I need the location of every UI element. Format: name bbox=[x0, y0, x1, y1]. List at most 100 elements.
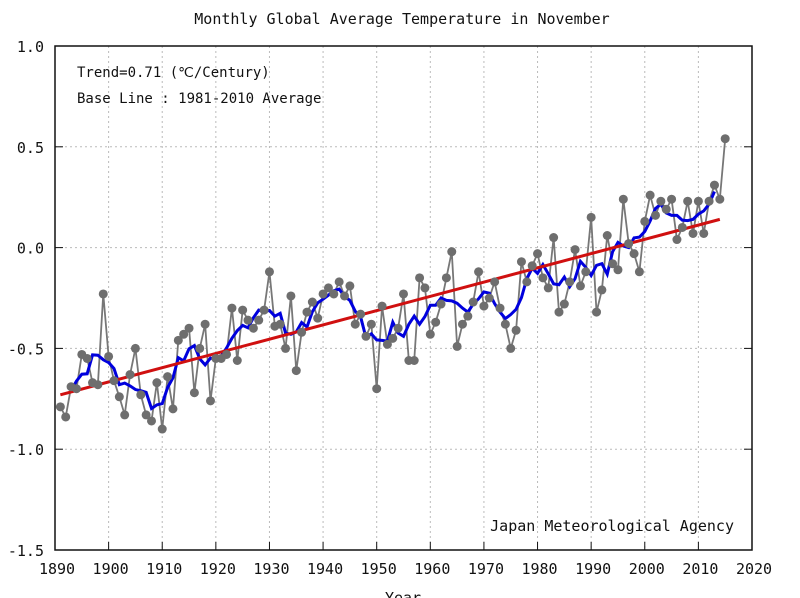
x-tick-label: 2010 bbox=[682, 560, 718, 578]
data-point bbox=[543, 283, 553, 293]
data-point bbox=[452, 341, 462, 351]
data-point bbox=[554, 307, 564, 317]
data-point bbox=[575, 281, 585, 291]
data-point bbox=[602, 231, 612, 241]
x-tick-label: 1950 bbox=[361, 560, 397, 578]
data-point bbox=[704, 196, 714, 206]
data-point bbox=[388, 333, 398, 343]
data-point bbox=[709, 180, 719, 190]
data-point bbox=[286, 291, 296, 301]
data-point bbox=[377, 301, 387, 311]
data-point bbox=[715, 194, 725, 204]
data-point bbox=[559, 299, 569, 309]
data-point bbox=[361, 331, 371, 341]
data-point bbox=[366, 319, 376, 329]
data-point bbox=[222, 349, 232, 359]
data-point bbox=[683, 196, 693, 206]
x-tick-label: 1900 bbox=[93, 560, 129, 578]
data-point bbox=[93, 380, 103, 390]
x-tick-label: 1970 bbox=[468, 560, 504, 578]
x-tick-label: 1920 bbox=[200, 560, 236, 578]
data-point bbox=[82, 353, 92, 363]
tick-labels: 1890 1900 1910 1920 1930 1940 1950 1960 1970 1980… bbox=[8, 38, 772, 578]
data-points bbox=[55, 134, 730, 434]
grid bbox=[55, 46, 752, 550]
data-point bbox=[399, 289, 408, 299]
data-point bbox=[527, 261, 537, 271]
x-tick-label: 1960 bbox=[414, 560, 450, 578]
data-point bbox=[565, 277, 575, 287]
data-point bbox=[136, 390, 146, 400]
data-point bbox=[597, 285, 607, 295]
running-mean-line bbox=[69, 190, 716, 411]
data-point bbox=[618, 194, 628, 204]
x-tick-label: 1940 bbox=[307, 560, 343, 578]
data-point bbox=[447, 247, 457, 257]
data-point bbox=[157, 424, 167, 434]
data-point bbox=[195, 343, 205, 353]
data-point bbox=[613, 265, 623, 275]
data-point bbox=[436, 299, 446, 309]
data-point bbox=[693, 196, 703, 206]
data-point bbox=[168, 404, 178, 414]
data-point bbox=[511, 325, 521, 335]
data-point bbox=[259, 305, 269, 315]
data-point bbox=[500, 319, 510, 329]
data-point bbox=[688, 228, 698, 238]
data-point bbox=[431, 317, 441, 327]
data-point bbox=[372, 384, 382, 394]
data-point bbox=[71, 384, 81, 394]
data-point bbox=[350, 319, 360, 329]
data-point bbox=[238, 305, 248, 315]
x-tick-label: 1910 bbox=[146, 560, 182, 578]
data-point bbox=[281, 343, 291, 353]
x-tick-label: 1930 bbox=[253, 560, 289, 578]
data-point bbox=[474, 267, 484, 277]
y-tick-label: 0.0 bbox=[17, 240, 44, 258]
data-point bbox=[307, 297, 317, 307]
data-point bbox=[104, 351, 114, 361]
data-point bbox=[227, 303, 237, 313]
data-point bbox=[147, 416, 157, 426]
data-point bbox=[463, 311, 473, 321]
data-point bbox=[634, 267, 644, 277]
data-point bbox=[120, 410, 130, 420]
data-point bbox=[152, 378, 162, 388]
data-point bbox=[313, 313, 323, 323]
baseline-annotation: Base Line : 1981-2010 Average bbox=[77, 91, 321, 107]
data-point bbox=[334, 277, 344, 287]
chart-title: Monthly Global Average Temperature in No… bbox=[194, 10, 609, 28]
data-point bbox=[163, 372, 173, 382]
data-point bbox=[490, 277, 500, 287]
data-point bbox=[441, 273, 451, 283]
data-point bbox=[382, 339, 392, 349]
data-point bbox=[699, 228, 709, 238]
data-point bbox=[232, 355, 242, 365]
data-point bbox=[425, 329, 435, 339]
data-point bbox=[275, 319, 285, 329]
data-point bbox=[677, 222, 687, 232]
data-point bbox=[516, 257, 526, 267]
y-tick-label: -1.0 bbox=[8, 441, 44, 459]
data-point bbox=[205, 396, 215, 406]
data-point bbox=[318, 289, 328, 299]
data-point bbox=[650, 210, 660, 220]
data-point bbox=[184, 323, 194, 333]
data-point bbox=[629, 249, 639, 259]
data-point bbox=[254, 315, 264, 325]
data-point bbox=[495, 303, 505, 313]
data-point bbox=[538, 273, 548, 283]
data-point bbox=[141, 410, 151, 420]
trend-annotation: Trend=0.71 (℃/Century) bbox=[77, 65, 270, 81]
data-point bbox=[457, 319, 467, 329]
data-point bbox=[356, 309, 366, 319]
data-point bbox=[329, 289, 339, 299]
y-tick-label: 1.0 bbox=[17, 38, 44, 56]
data-point bbox=[420, 283, 430, 293]
data-point bbox=[522, 277, 532, 287]
data-point bbox=[248, 323, 258, 333]
data-point bbox=[345, 281, 355, 291]
data-point bbox=[656, 196, 666, 206]
data-point bbox=[468, 297, 478, 307]
